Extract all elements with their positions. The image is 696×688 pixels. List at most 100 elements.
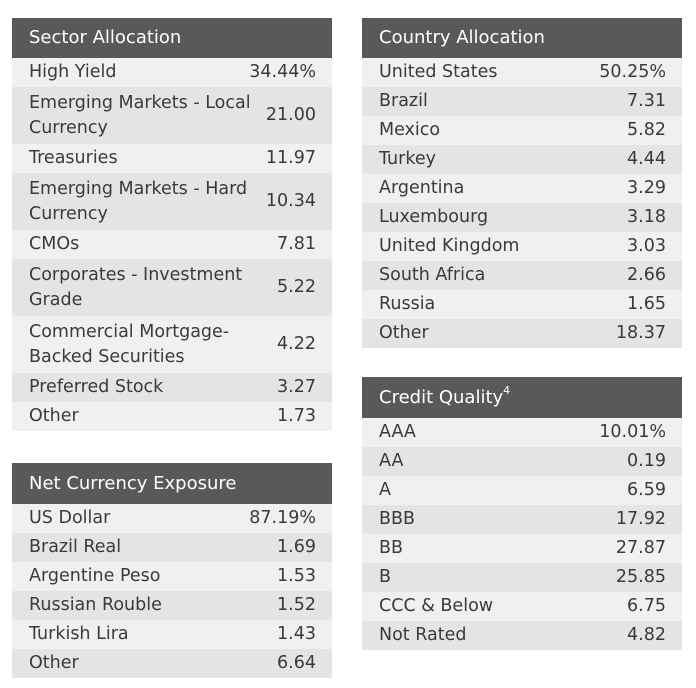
- row-label: Brazil Real: [29, 537, 122, 558]
- table-row: B 25.85: [362, 563, 682, 592]
- row-value: 7.81: [277, 234, 316, 255]
- table-row: Turkish Lira 1.43: [12, 620, 332, 649]
- row-label: AA: [379, 451, 404, 472]
- row-value: 1.73: [277, 406, 316, 427]
- table-row: Luxembourg 3.18: [362, 203, 682, 232]
- table-row: CMOs 7.81: [12, 230, 332, 259]
- row-value: 3.18: [627, 207, 666, 228]
- table-row: BBB 17.92: [362, 505, 682, 534]
- row-label: CMOs: [29, 234, 80, 255]
- table-row: AAA 10.01%: [362, 418, 682, 447]
- table-row: AA 0.19: [362, 447, 682, 476]
- row-value: 27.87: [615, 538, 666, 559]
- row-label: AAA: [379, 422, 416, 443]
- row-value: 34.44%: [249, 62, 316, 83]
- row-label: Brazil: [379, 91, 428, 112]
- country-allocation-panel: Country Allocation United States 50.25% B…: [362, 18, 682, 348]
- table-row: United Kingdom 3.03: [362, 232, 682, 261]
- table-row: High Yield 34.44%: [12, 58, 332, 87]
- table-row: Mexico 5.82: [362, 116, 682, 145]
- row-value: 87.19%: [249, 508, 316, 529]
- table-row: A 6.59: [362, 476, 682, 505]
- row-label: Russian Rouble: [29, 595, 162, 616]
- table-row: Not Rated 4.82: [362, 621, 682, 650]
- row-label: Mexico: [379, 120, 441, 141]
- table-row: Brazil Real 1.69: [12, 533, 332, 562]
- row-label: Luxembourg: [379, 207, 489, 228]
- row-value: 7.31: [627, 91, 666, 112]
- row-label: Argentina: [379, 178, 465, 199]
- row-label: BBB: [379, 509, 416, 530]
- table-row: Turkey 4.44: [362, 145, 682, 174]
- row-value: 18.37: [615, 323, 666, 344]
- sector-allocation-header: Sector Allocation: [12, 18, 332, 58]
- row-value: 3.03: [627, 236, 666, 257]
- row-label: South Africa: [379, 265, 486, 286]
- row-value: 2.66: [627, 265, 666, 286]
- country-allocation-header: Country Allocation: [362, 18, 682, 58]
- row-label: Argentine Peso: [29, 566, 161, 587]
- row-value: 3.27: [277, 377, 316, 398]
- table-row: Emerging Markets - Local Currency 21.00: [12, 87, 332, 144]
- table-row: United States 50.25%: [362, 58, 682, 87]
- net-currency-exposure-title: Net Currency Exposure: [29, 472, 237, 494]
- row-value: 1.43: [277, 624, 316, 645]
- credit-quality-panel: Credit Quality 4 AAA 10.01% AA 0.19 A 6.59 B…: [362, 377, 682, 650]
- row-value: 10.34: [265, 191, 316, 212]
- country-allocation-title: Country Allocation: [379, 27, 545, 48]
- row-value: 1.65: [627, 294, 666, 315]
- table-row: CCC & Below 6.75: [362, 592, 682, 621]
- table-row: Russian Rouble 1.52: [12, 591, 332, 620]
- row-value: 5.22: [277, 277, 316, 298]
- row-value: 1.52: [277, 595, 316, 616]
- row-value: 17.92: [615, 509, 666, 530]
- row-value: 6.75: [627, 596, 666, 617]
- table-row: Russia 1.65: [362, 290, 682, 319]
- table-row: Preferred Stock 3.27: [12, 373, 332, 402]
- row-label: Turkey: [379, 149, 436, 170]
- row-value: 5.82: [627, 120, 666, 141]
- row-label: Other: [29, 406, 79, 427]
- row-label: Other: [29, 653, 79, 674]
- row-value: 1.69: [277, 537, 316, 558]
- table-row: Argentina 3.29: [362, 174, 682, 203]
- row-value: 11.97: [265, 148, 316, 169]
- row-value: 4.82: [627, 625, 666, 646]
- row-label: Other: [379, 323, 429, 344]
- row-value: 4.22: [277, 334, 316, 355]
- table-row: Corporates - Investment Grade 5.22: [12, 259, 332, 316]
- table-row: Other 6.64: [12, 649, 332, 678]
- net-currency-exposure-panel: Net Currency Exposure US Dollar 87.19% Br…: [12, 463, 332, 678]
- row-label: United Kingdom: [379, 236, 520, 257]
- row-label: Preferred Stock: [29, 377, 164, 398]
- row-label: Corporates - Investment Grade: [29, 265, 243, 310]
- row-value: 1.53: [277, 566, 316, 587]
- row-label: A: [379, 480, 391, 501]
- row-label: Not Rated: [379, 625, 467, 646]
- row-value: 6.59: [627, 480, 666, 501]
- row-label: Russia: [379, 294, 436, 315]
- table-row: Treasuries 11.97: [12, 144, 332, 173]
- net-currency-exposure-header: Net Currency Exposure: [12, 463, 332, 504]
- row-label: CCC & Below: [379, 596, 494, 617]
- table-row: Emerging Markets - Hard Currency 10.34: [12, 173, 332, 230]
- row-value: 4.44: [627, 149, 666, 170]
- credit-quality-header: Credit Quality 4: [362, 377, 682, 418]
- table-row: Other 1.73: [12, 402, 332, 431]
- table-row: Commercial Mortgage-Backed Securities 4.2…: [12, 316, 332, 373]
- row-label: Emerging Markets - Local Currency: [29, 93, 251, 138]
- row-label: Emerging Markets - Hard Currency: [29, 179, 248, 224]
- row-label: Treasuries: [29, 148, 118, 169]
- row-value: 10.01%: [599, 422, 666, 443]
- row-label: US Dollar: [29, 508, 111, 529]
- table-row: US Dollar 87.19%: [12, 504, 332, 533]
- row-value: 25.85: [615, 567, 666, 588]
- row-label: United States: [379, 62, 498, 83]
- table-row: Brazil 7.31: [362, 87, 682, 116]
- sector-allocation-panel: Sector Allocation High Yield 34.44% Emerg…: [12, 18, 332, 431]
- row-value: 0.19: [627, 451, 666, 472]
- table-row: Argentine Peso 1.53: [12, 562, 332, 591]
- row-value: 3.29: [627, 178, 666, 199]
- row-label: Commercial Mortgage-Backed Securities: [29, 322, 230, 367]
- row-label: B: [379, 567, 392, 588]
